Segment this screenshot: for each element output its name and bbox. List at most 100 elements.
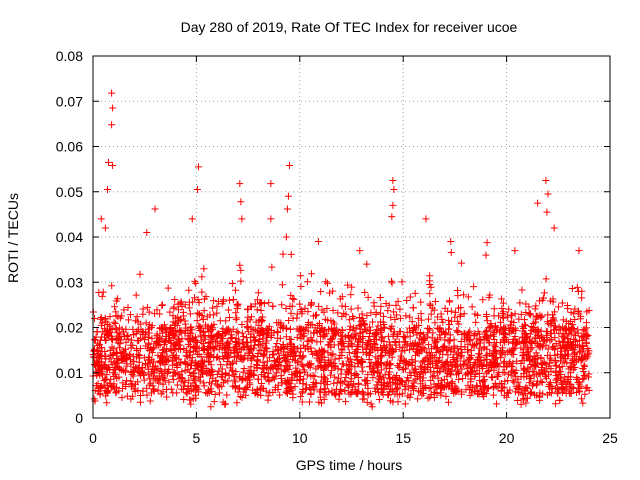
data-point [457, 311, 465, 319]
data-point [109, 336, 117, 344]
data-point [338, 312, 346, 320]
data-point [176, 327, 184, 335]
data-point [187, 329, 195, 337]
data-point [239, 368, 247, 376]
data-point [380, 343, 388, 351]
data-point [168, 361, 176, 369]
data-point [387, 313, 395, 321]
data-point [453, 351, 461, 359]
data-point [301, 344, 309, 352]
data-point [297, 282, 305, 290]
data-point [582, 324, 590, 332]
data-point [444, 351, 452, 359]
data-point [298, 361, 306, 369]
data-point [514, 396, 522, 404]
data-point [432, 362, 440, 370]
data-point [159, 388, 167, 396]
data-point [210, 320, 218, 328]
data-point [179, 308, 187, 316]
data-point [185, 286, 193, 294]
data-point [278, 281, 286, 289]
data-point [489, 330, 497, 338]
data-point [358, 310, 366, 318]
data-point [166, 337, 174, 345]
data-point [103, 399, 111, 407]
data-point [267, 180, 275, 188]
data-point [307, 301, 315, 309]
data-point [491, 322, 499, 330]
data-point [504, 388, 512, 396]
data-point [103, 185, 111, 193]
data-point [527, 388, 535, 396]
data-point [207, 338, 215, 346]
data-point [578, 332, 586, 340]
data-point [405, 360, 413, 368]
data-point [468, 341, 476, 349]
data-point [478, 362, 486, 370]
data-point [108, 121, 116, 129]
data-point [192, 394, 200, 402]
data-point [137, 372, 145, 380]
data-point [98, 319, 106, 327]
data-point [543, 391, 551, 399]
data-point [236, 261, 244, 269]
data-point [577, 312, 585, 320]
data-point [96, 385, 104, 393]
data-point [543, 318, 551, 326]
data-point [369, 374, 377, 382]
data-point [467, 368, 475, 376]
data-point [323, 279, 331, 287]
data-point [224, 327, 232, 335]
data-point [262, 363, 270, 371]
data-point [103, 366, 111, 374]
data-point [363, 312, 371, 320]
data-point [110, 382, 118, 390]
data-point [323, 330, 331, 338]
data-point [464, 348, 472, 356]
data-point [578, 294, 586, 302]
data-point [472, 318, 480, 326]
data-point [431, 298, 439, 306]
data-point [458, 388, 466, 396]
data-point [551, 326, 559, 334]
data-point [244, 305, 252, 313]
data-point [456, 313, 464, 321]
data-point [490, 347, 498, 355]
data-point [543, 208, 551, 216]
data-point [165, 331, 173, 339]
data-point [147, 346, 155, 354]
data-point [222, 369, 230, 377]
data-point [254, 375, 262, 383]
data-point [255, 346, 263, 354]
data-point [364, 336, 372, 344]
data-point [486, 291, 494, 299]
data-point [368, 403, 376, 411]
data-point [428, 345, 436, 353]
data-point [192, 279, 200, 287]
data-point [290, 352, 298, 360]
data-point [364, 391, 372, 399]
data-point [500, 358, 508, 366]
data-point [92, 382, 100, 390]
data-point [425, 358, 433, 366]
x-axis-label: GPS time / hours [296, 457, 403, 473]
data-point [466, 369, 474, 377]
data-point [168, 347, 176, 355]
data-point [338, 302, 346, 310]
data-point [354, 390, 362, 398]
data-point [158, 301, 166, 309]
data-point [115, 373, 123, 381]
data-point [264, 396, 272, 404]
data-point [257, 342, 265, 350]
data-point [480, 377, 488, 385]
data-point [529, 380, 537, 388]
data-point [290, 295, 298, 303]
data-point [399, 366, 407, 374]
y-tick-label: 0.04 [56, 229, 83, 245]
data-point [272, 369, 280, 377]
data-point [170, 340, 178, 348]
data-point [571, 315, 579, 323]
data-point [146, 359, 154, 367]
data-point [504, 377, 512, 385]
data-point [228, 360, 236, 368]
